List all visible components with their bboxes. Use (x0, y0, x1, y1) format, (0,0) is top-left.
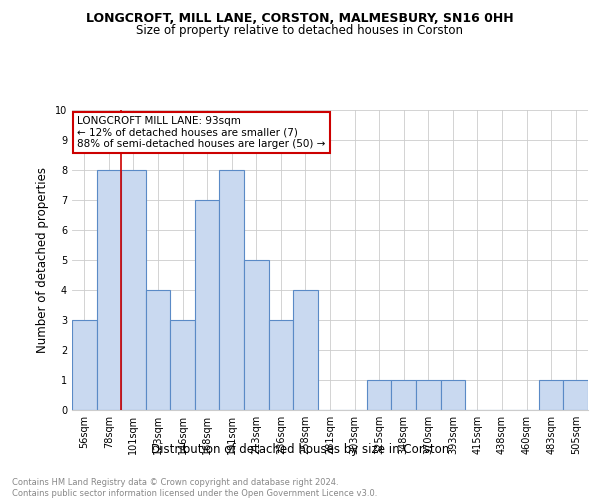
Bar (170, 320, 195, 410)
Y-axis label: Number of detached properties: Number of detached properties (37, 167, 49, 353)
Bar (440, 380, 465, 410)
Bar (146, 290, 170, 410)
Bar (72, 320, 97, 410)
Bar (121, 170, 146, 410)
Text: Size of property relative to detached houses in Corston: Size of property relative to detached ho… (137, 24, 464, 37)
Text: Contains HM Land Registry data © Crown copyright and database right 2024.
Contai: Contains HM Land Registry data © Crown c… (12, 478, 377, 498)
Bar (269, 320, 293, 410)
Bar (195, 200, 220, 410)
Text: LONGCROFT, MILL LANE, CORSTON, MALMESBURY, SN16 0HH: LONGCROFT, MILL LANE, CORSTON, MALMESBUR… (86, 12, 514, 26)
Bar (293, 290, 318, 410)
Bar (244, 260, 269, 410)
Bar (563, 380, 588, 410)
Text: LONGCROFT MILL LANE: 93sqm
← 12% of detached houses are smaller (7)
88% of semi-: LONGCROFT MILL LANE: 93sqm ← 12% of deta… (77, 116, 326, 149)
Bar (391, 380, 416, 410)
Text: Distribution of detached houses by size in Corston: Distribution of detached houses by size … (151, 442, 449, 456)
Bar (539, 380, 563, 410)
Bar (367, 380, 391, 410)
Bar (220, 170, 244, 410)
Bar (416, 380, 440, 410)
Bar (97, 170, 121, 410)
